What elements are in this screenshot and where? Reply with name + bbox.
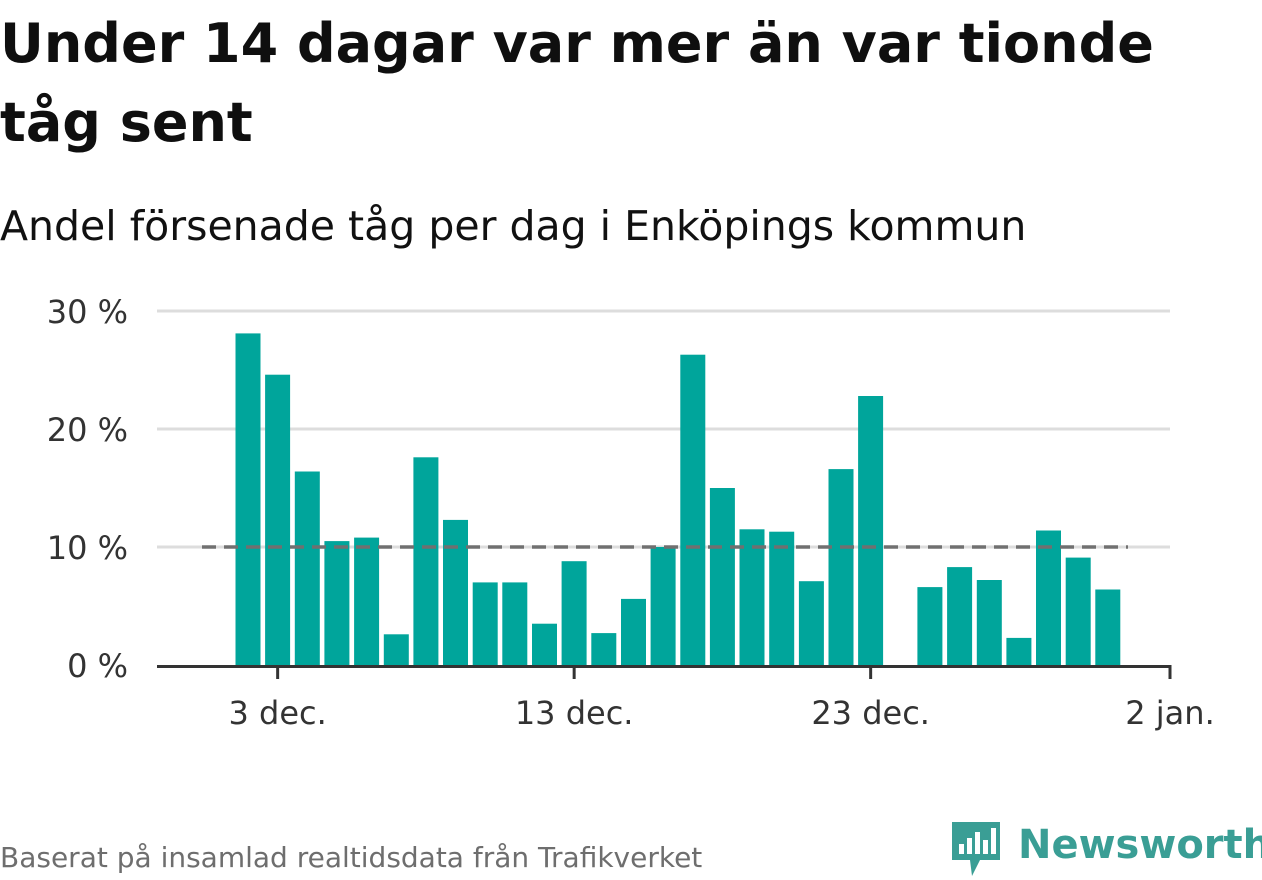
bar <box>976 580 1002 665</box>
bar <box>265 374 291 665</box>
brand-logo: Newsworthy <box>950 818 1262 878</box>
bar <box>1036 530 1061 665</box>
bar <box>858 396 884 665</box>
brand-name: Newsworthy <box>1018 822 1262 868</box>
bar <box>235 333 261 665</box>
y-tick-labels: 0 % 10 % 20 % 30 % <box>47 293 128 685</box>
bar <box>354 537 380 665</box>
chart-title: Under 14 dagar var mer än var tionde tåg… <box>0 12 1154 154</box>
chart-subtitle: Andel försenade tåg per dag i Enköpings … <box>0 202 1027 250</box>
y-tick-label: 20 % <box>47 411 128 449</box>
bar <box>1006 637 1032 665</box>
x-tick-label: 3 dec. <box>229 694 327 732</box>
bar <box>1095 589 1121 665</box>
bar <box>294 471 320 665</box>
bar <box>947 567 973 665</box>
x-tick-label: 23 dec. <box>811 694 930 732</box>
bar <box>472 582 498 665</box>
bar <box>383 634 409 665</box>
bar <box>739 529 765 665</box>
bar <box>621 598 646 665</box>
bar <box>324 541 350 665</box>
x-axis: 3 dec. 13 dec. 23 dec. 2 jan. <box>157 665 1215 732</box>
source-note: Baserat på insamlad realtidsdata från Tr… <box>0 841 703 874</box>
bar <box>1065 557 1091 665</box>
bar <box>650 547 676 665</box>
y-tick-label: 0 % <box>67 647 128 685</box>
x-tick-label: 2 jan. <box>1125 694 1214 732</box>
bar <box>561 561 587 665</box>
bar <box>532 623 557 665</box>
bar <box>709 488 735 665</box>
y-tick-label: 30 % <box>47 293 128 331</box>
y-tick-label: 10 % <box>47 529 128 567</box>
bar <box>680 354 706 665</box>
x-tick-label: 13 dec. <box>515 694 634 732</box>
newsworthy-logo-icon <box>952 822 1000 876</box>
bar <box>769 531 795 665</box>
bar <box>591 633 617 665</box>
bar <box>443 519 468 665</box>
bars <box>235 333 1121 665</box>
bar <box>798 581 824 665</box>
bar-chart: 0 % 10 % 20 % 30 % 3 dec. 13 dec. 23 dec. 2 ja… <box>47 293 1215 732</box>
bar <box>502 582 528 665</box>
bar <box>828 469 854 665</box>
bar <box>413 457 439 665</box>
bar <box>917 587 943 665</box>
